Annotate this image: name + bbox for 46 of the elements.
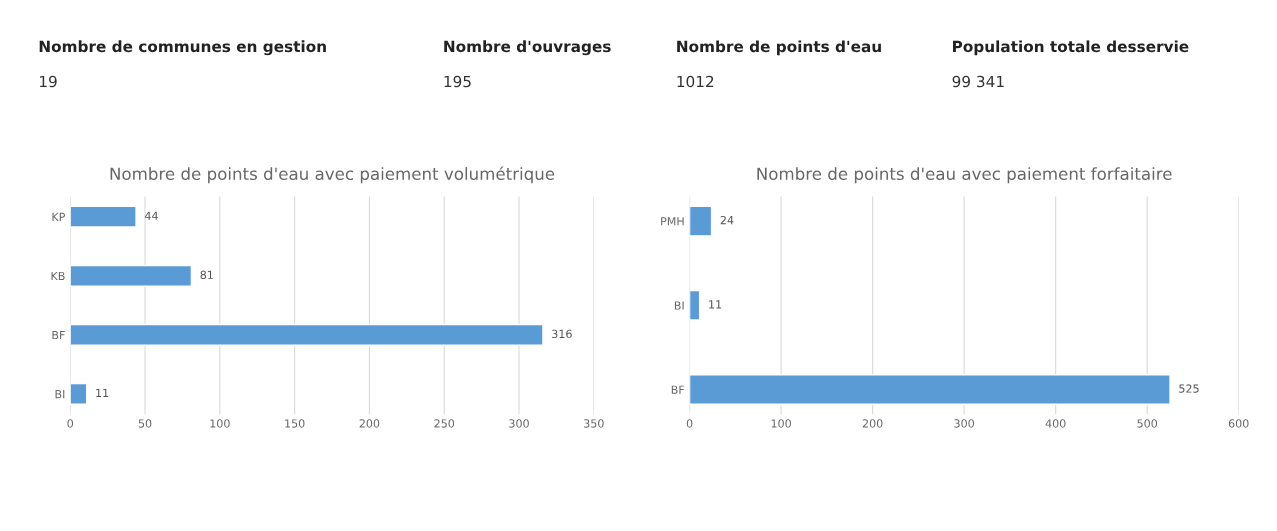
chart-title: Nombre de points d'eau avec paiement forfaitaire [757,167,1172,184]
x-tick-label: 250 [434,419,455,428]
data-label: 525 [1179,384,1199,393]
x-tick-label: 150 [285,419,305,428]
y-tick-label: BI [674,301,684,310]
y-tick-label: BF [52,330,65,340]
data-label: 11 [96,388,109,398]
x-tick-label: 300 [509,419,529,428]
bar [70,323,544,346]
x-tick-label: 100 [210,419,230,428]
bar [70,382,88,405]
x-tick-label: 400 [1045,419,1066,428]
data-label: 24 [720,215,734,225]
text: 1012 [677,75,714,88]
x-tick-label: 100 [771,419,791,428]
x-tick-label: 200 [862,419,883,428]
x-tick-label: 0 [686,419,693,428]
bar [689,374,1171,405]
y-tick-label: KP [52,212,65,221]
bar [689,205,713,237]
text: 195 [444,75,471,88]
y-tick-label: BF [671,385,685,394]
text: 19 [39,75,57,88]
data-label: 44 [144,211,158,220]
x-tick-label: 300 [954,419,974,428]
text: Population totale desservie [953,40,1189,56]
y-tick-label: KB [51,271,65,281]
chart-title: Nombre de points d'eau avec paiement volumétrique [110,166,555,184]
text: Nombre de points d'eau [677,40,881,56]
bar [70,205,137,228]
data-label: 316 [552,329,572,339]
bar [689,289,701,321]
x-tick-label: 350 [584,419,604,428]
x-tick-label: 50 [138,419,152,428]
x-tick-label: 200 [359,419,380,428]
x-tick-label: 600 [1228,419,1249,428]
data-label: 81 [200,270,213,280]
x-tick-label: 0 [67,419,74,428]
bar [70,264,193,287]
y-tick-label: PMH [661,217,684,226]
data-label: 11 [709,300,722,309]
y-tick-label: BI [55,390,65,399]
text: 99 341 [952,75,1004,88]
x-tick-label: 500 [1137,419,1158,428]
text: Nombre d'ouvrages [444,40,611,56]
text: Nombre de communes en gestion [39,40,326,56]
